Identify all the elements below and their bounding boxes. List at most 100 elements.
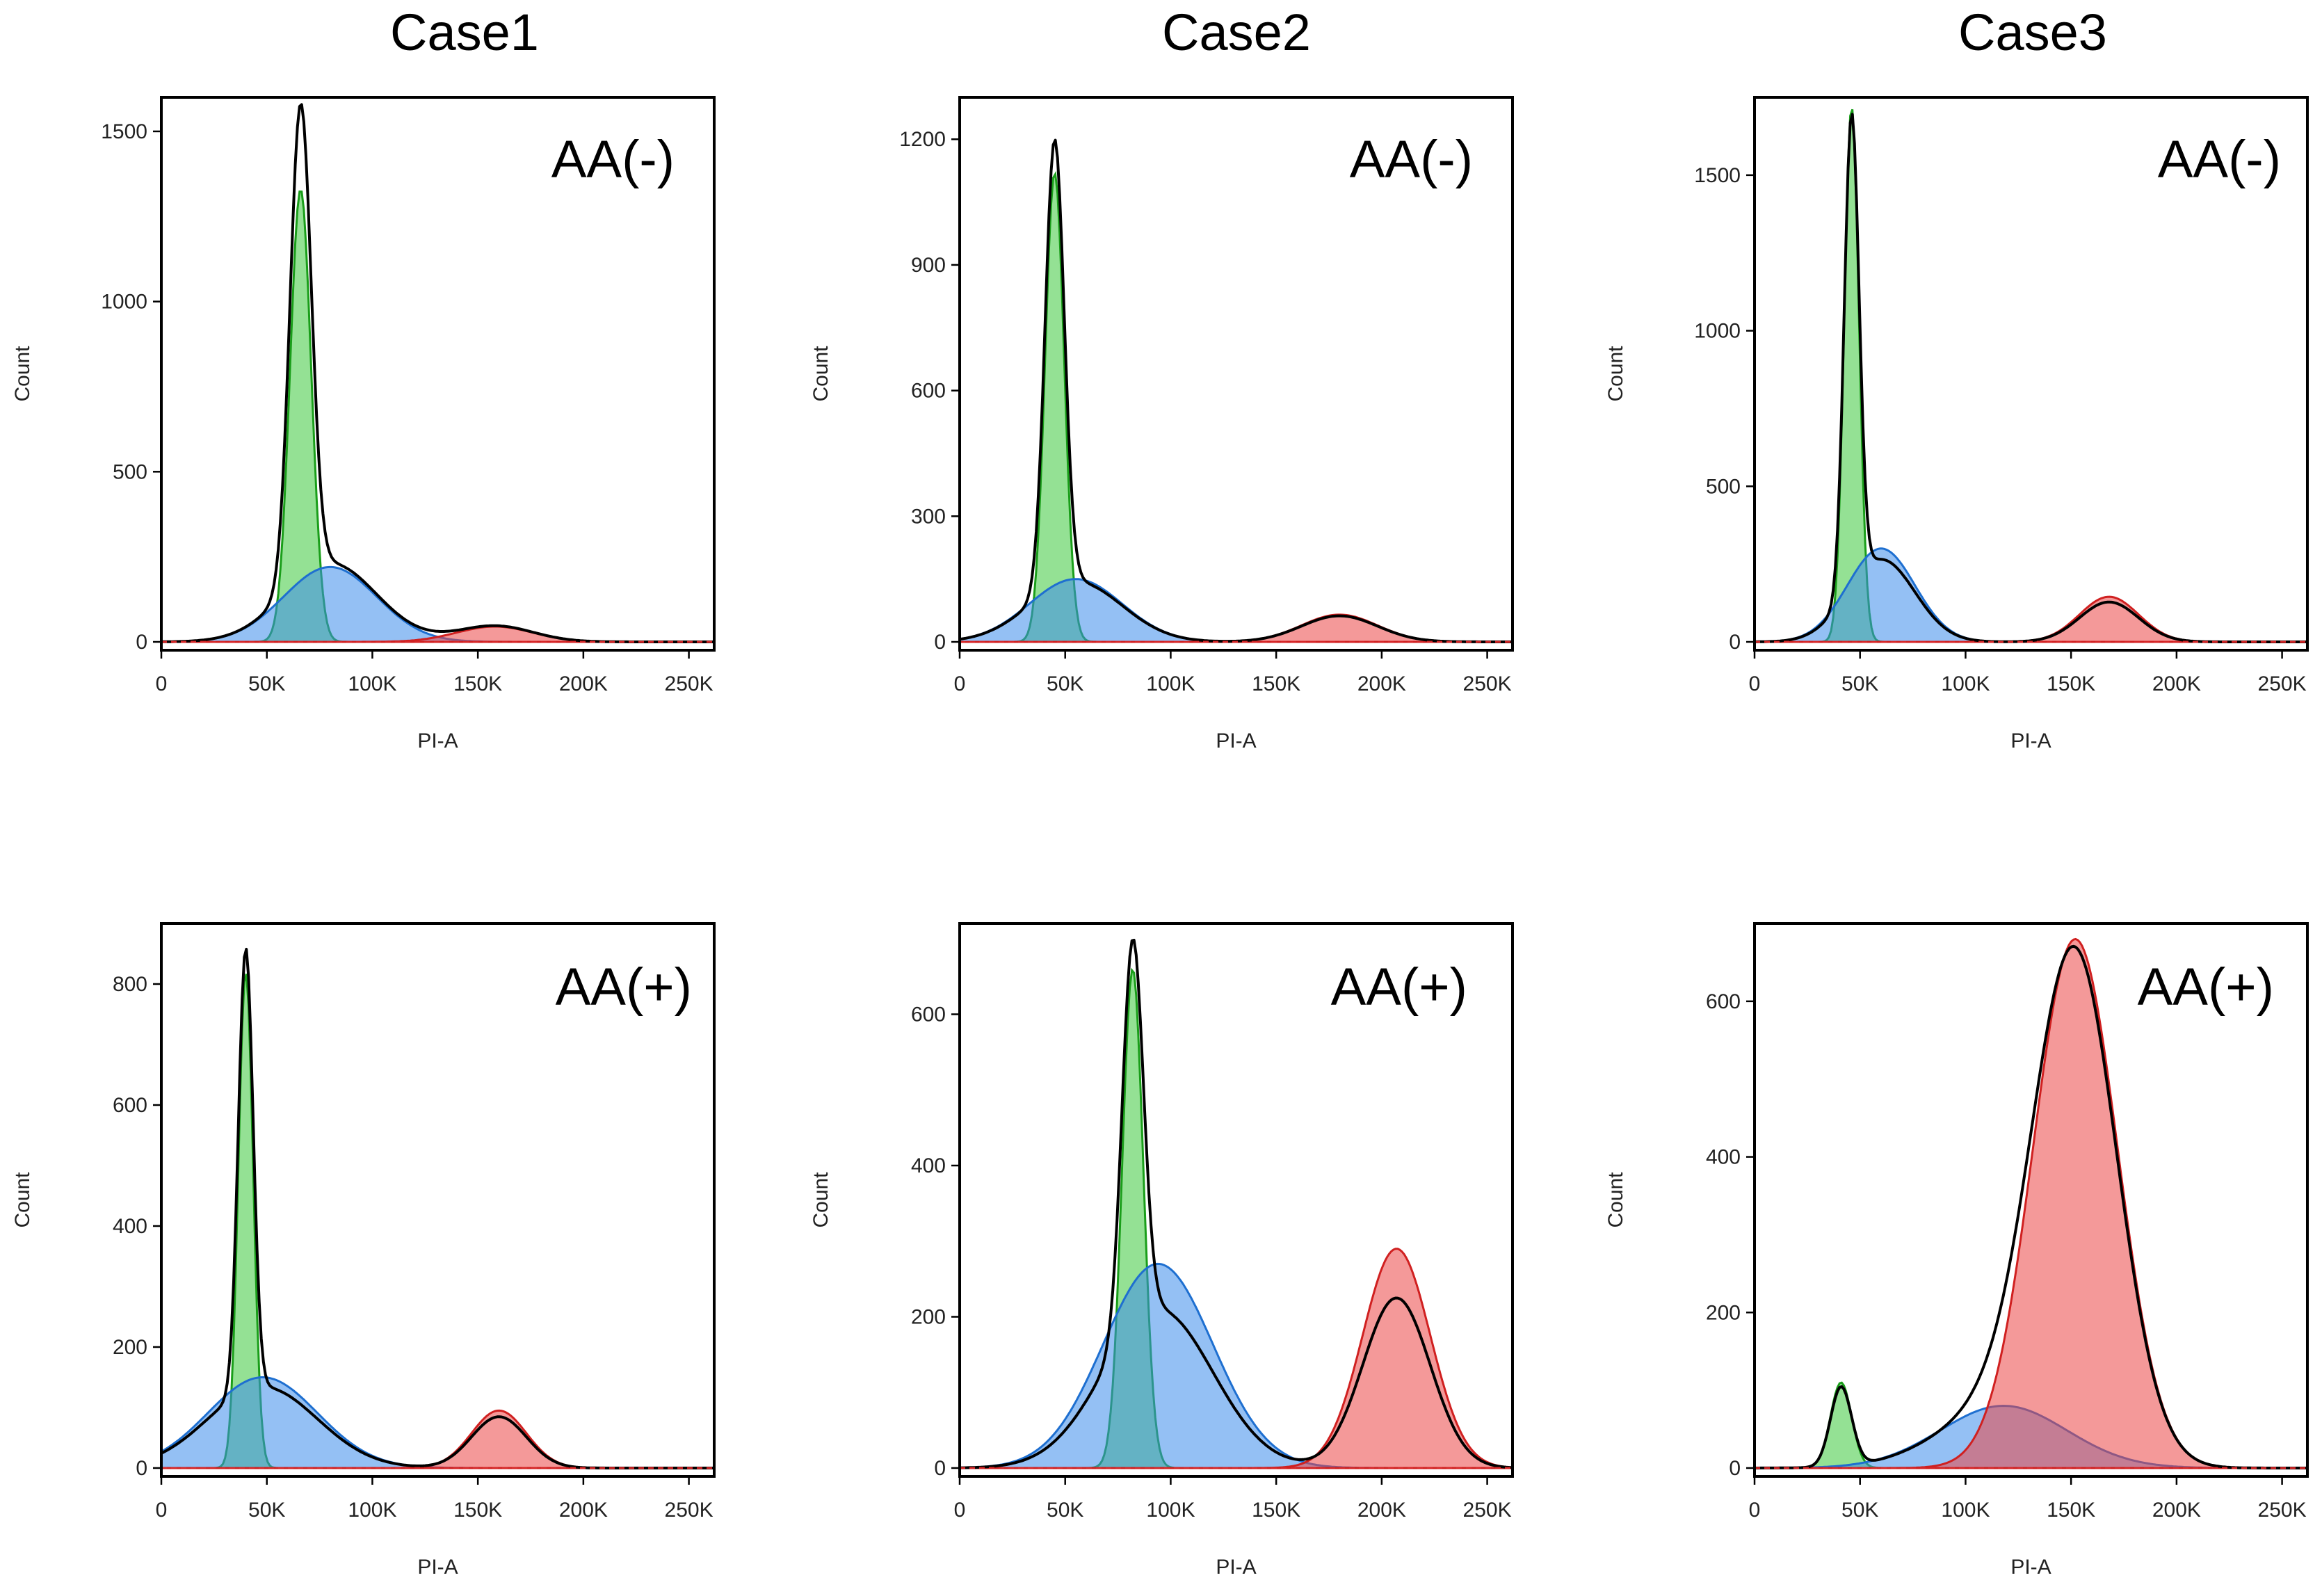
panel-1: 0 50K 100K 150K 200K 250K 0 500 1000 1500 PI-A Coun…: [11, 96, 716, 752]
condition-annotation: AA(+): [2138, 958, 2274, 1017]
x-tick-label: 0: [1749, 1499, 1761, 1522]
x-tick-label: 50K: [248, 672, 285, 695]
x-axis-label: PI-A: [417, 1556, 458, 1579]
y-tick-label: 1500: [101, 120, 147, 143]
series-g1-area: [161, 190, 714, 643]
y-tick-label: 0: [1729, 1457, 1741, 1480]
x-tick-label: 100K: [1146, 1499, 1195, 1522]
y-axis-label: Count: [11, 346, 34, 402]
x-tick-label: 200K: [559, 1499, 608, 1522]
condition-annotation: AA(+): [556, 958, 692, 1017]
y-axis-label: Count: [11, 1172, 34, 1228]
y-tick-label: 600: [113, 1094, 147, 1117]
y-tick-label: 500: [1706, 475, 1741, 498]
x-tick-label: 50K: [1841, 1499, 1878, 1522]
y-tick-label: 0: [1729, 631, 1741, 654]
x-tick-label: 0: [1749, 672, 1761, 695]
y-tick-label: 400: [113, 1215, 147, 1238]
plot-frame: [160, 922, 716, 1478]
plot-frame: [160, 96, 716, 652]
panel-5: 0 50K 100K 150K 200K 250K 0 200 400 600 PI-A Count A…: [809, 922, 1514, 1579]
total-histogram-line: [1755, 944, 2307, 1469]
x-tick-label: 50K: [1047, 672, 1083, 695]
x-tick-label: 0: [156, 1499, 168, 1522]
x-tick-label: 50K: [248, 1499, 285, 1522]
y-tick-label: 300: [911, 505, 946, 528]
x-tick-label: 250K: [1463, 1499, 1512, 1522]
y-axis-label: Count: [809, 346, 832, 402]
condition-annotation: AA(-): [1350, 130, 1473, 189]
y-tick-label: 0: [934, 631, 946, 654]
y-tick-label: 900: [911, 254, 946, 277]
x-tick-label: 150K: [453, 1499, 502, 1522]
panel-3: 0 50K 100K 150K 200K 250K 0 500 1000 1500 PI-A Coun…: [1604, 96, 2309, 752]
y-tick-label: 0: [934, 1457, 946, 1480]
y-tick-label: 1200: [899, 128, 946, 151]
x-tick-label: 50K: [1047, 1499, 1083, 1522]
total-histogram-line: [959, 938, 1513, 1469]
y-axis-label: Count: [1604, 1172, 1627, 1228]
x-tick-label: 200K: [2152, 672, 2201, 695]
y-tick-label: 1500: [1694, 164, 1741, 187]
x-tick-label: 250K: [2258, 1499, 2307, 1522]
x-axis-label: PI-A: [2010, 1556, 2051, 1579]
y-tick-label: 400: [1706, 1146, 1741, 1169]
x-axis-label: PI-A: [1216, 730, 1256, 752]
case-title-3: Case3: [1958, 3, 2107, 61]
condition-annotation: AA(-): [2158, 130, 2281, 189]
x-tick-label: 150K: [2047, 672, 2095, 695]
x-tick-label: 250K: [665, 672, 713, 695]
y-tick-label: 200: [911, 1306, 946, 1329]
x-tick-label: 150K: [1252, 1499, 1300, 1522]
y-tick-label: 0: [136, 631, 147, 654]
series-g1-area: [1755, 108, 2307, 643]
y-tick-label: 200: [1706, 1301, 1741, 1324]
x-tick-label: 250K: [1463, 672, 1512, 695]
y-tick-label: 500: [113, 460, 147, 483]
y-tick-label: 600: [911, 1003, 946, 1026]
x-tick-label: 200K: [1357, 672, 1406, 695]
x-tick-label: 200K: [2152, 1499, 2201, 1522]
case-title-2: Case2: [1162, 3, 1311, 61]
x-tick-label: 100K: [348, 672, 396, 695]
plot-frame: [1753, 96, 2309, 652]
x-tick-label: 0: [954, 1499, 966, 1522]
panel-2: 0 50K 100K 150K 200K 250K 0 300 600 900 1200 PI-A Co…: [809, 96, 1514, 752]
x-axis-label: PI-A: [417, 730, 458, 752]
x-tick-label: 150K: [2047, 1499, 2095, 1522]
y-tick-label: 600: [1706, 990, 1741, 1013]
x-tick-label: 100K: [1146, 672, 1195, 695]
y-tick-label: 200: [113, 1336, 147, 1359]
x-tick-label: 200K: [559, 672, 608, 695]
x-tick-label: 100K: [1941, 1499, 1990, 1522]
x-axis-label: PI-A: [2010, 730, 2051, 752]
y-tick-label: 400: [911, 1154, 946, 1177]
panels: 0 50K 100K 150K 200K 250K 0 500 1000 1500 PI-A Coun…: [11, 96, 2309, 1579]
series-s-area: [160, 1376, 714, 1469]
x-tick-label: 150K: [1252, 672, 1300, 695]
plot-frame: [958, 96, 1514, 652]
condition-annotation: AA(-): [551, 130, 675, 189]
plot-frame: [1753, 922, 2309, 1478]
y-axis-label: Count: [1604, 346, 1627, 402]
y-tick-label: 1000: [1694, 320, 1741, 343]
panel-4: 0 50K 100K 150K 200K 250K 0 200 400 600 800 PI-A Cou…: [11, 922, 716, 1579]
x-tick-label: 200K: [1357, 1499, 1406, 1522]
x-tick-label: 250K: [2258, 672, 2307, 695]
panel-6: 0 50K 100K 150K 200K 250K 0 200 400 600 PI-A Count A…: [1604, 922, 2309, 1579]
case-title-1: Case1: [390, 3, 539, 61]
y-tick-label: 800: [113, 973, 147, 996]
x-tick-label: 100K: [348, 1499, 396, 1522]
y-tick-label: 1000: [101, 291, 147, 314]
y-tick-label: 600: [911, 380, 946, 403]
y-tick-label: 0: [136, 1457, 147, 1480]
x-tick-label: 0: [156, 672, 168, 695]
x-axis-label: PI-A: [1216, 1556, 1256, 1579]
x-tick-label: 0: [954, 672, 966, 695]
plot-frame: [958, 922, 1514, 1478]
condition-annotation: AA(+): [1331, 958, 1467, 1017]
x-tick-label: 50K: [1841, 672, 1878, 695]
x-tick-label: 100K: [1941, 672, 1990, 695]
x-tick-label: 150K: [453, 672, 502, 695]
